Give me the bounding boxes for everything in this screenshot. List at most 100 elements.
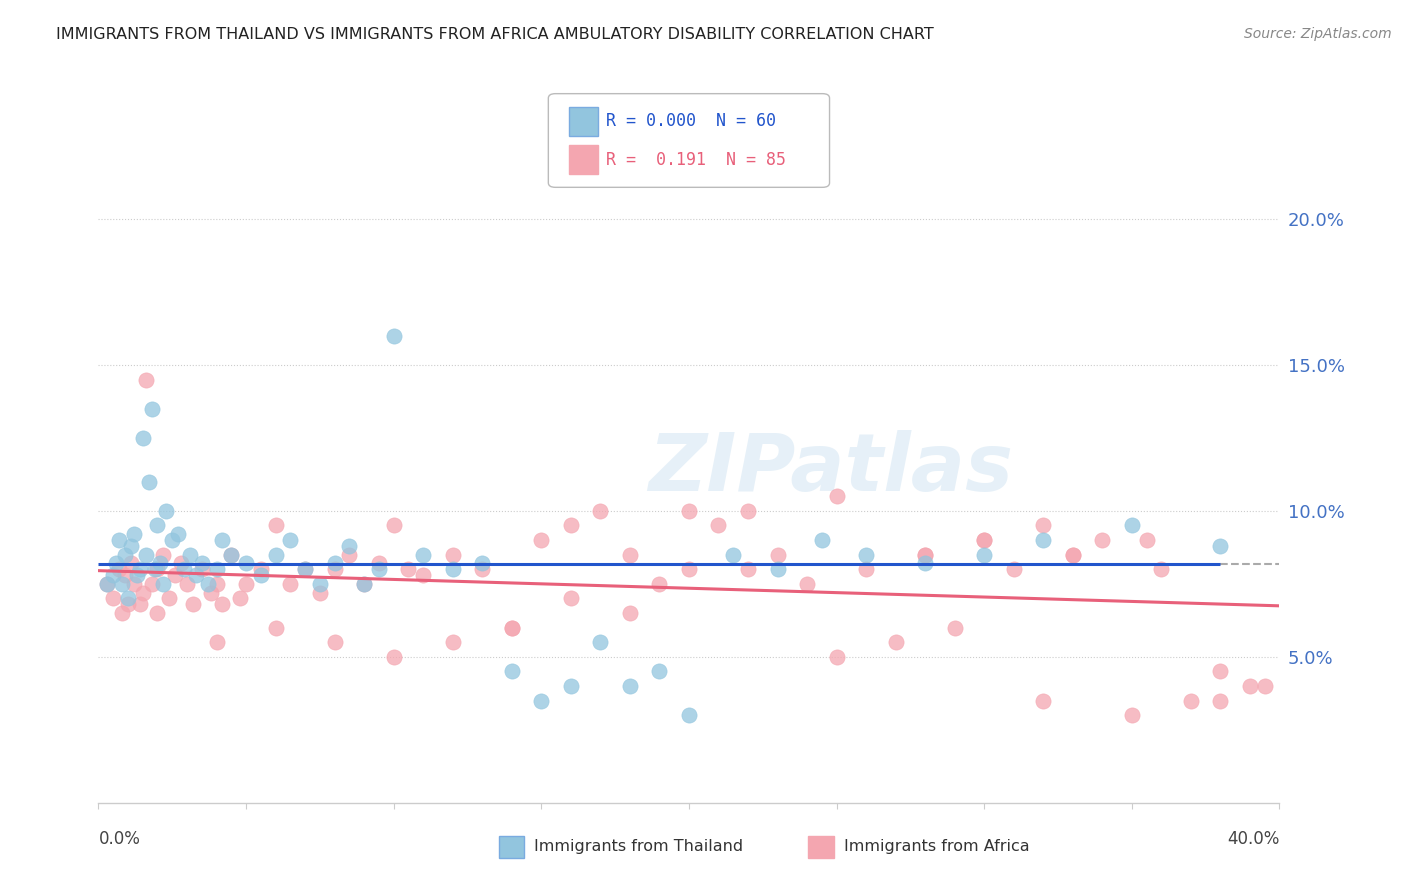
Point [1135, 533, 1157, 547]
Point [96, 577, 118, 591]
Point [766, 548, 789, 562]
Point [111, 606, 134, 620]
Point [141, 401, 163, 416]
Point [103, 591, 125, 606]
Point [138, 475, 160, 489]
Point [1032, 533, 1054, 547]
Point [1032, 518, 1054, 533]
Point [766, 562, 789, 576]
Point [353, 577, 375, 591]
Point [396, 562, 419, 576]
Point [412, 548, 434, 562]
Point [973, 548, 995, 562]
Point [250, 568, 273, 582]
Point [309, 577, 332, 591]
Point [441, 548, 464, 562]
Point [707, 518, 730, 533]
Point [264, 548, 287, 562]
Point [132, 431, 155, 445]
Point [141, 577, 163, 591]
Point [1121, 518, 1143, 533]
Point [884, 635, 907, 649]
Point [973, 533, 995, 547]
Point [179, 548, 201, 562]
Point [264, 518, 287, 533]
Text: ZIPatlas: ZIPatlas [648, 430, 1014, 508]
Point [855, 562, 877, 576]
Text: Immigrants from Africa: Immigrants from Africa [844, 839, 1029, 855]
Point [441, 562, 464, 576]
Point [1254, 679, 1277, 693]
Point [1239, 679, 1261, 693]
Point [205, 635, 228, 649]
Point [250, 562, 273, 576]
Point [114, 568, 136, 582]
Point [619, 548, 641, 562]
Point [146, 518, 169, 533]
Point [235, 557, 257, 571]
Point [530, 533, 553, 547]
Point [560, 679, 582, 693]
Point [796, 577, 818, 591]
Point [170, 557, 193, 571]
Point [167, 527, 190, 541]
Point [135, 372, 157, 386]
Point [914, 548, 936, 562]
Point [1002, 562, 1025, 576]
Point [1209, 693, 1232, 707]
Text: Immigrants from Thailand: Immigrants from Thailand [534, 839, 744, 855]
Point [135, 548, 157, 562]
Point [111, 577, 134, 591]
Point [323, 557, 346, 571]
Point [173, 562, 195, 576]
Point [648, 577, 671, 591]
Point [197, 577, 219, 591]
Point [1121, 708, 1143, 723]
Point [560, 518, 582, 533]
Point [143, 562, 166, 576]
Point [117, 591, 139, 606]
Point [560, 591, 582, 606]
Point [117, 597, 139, 611]
Point [229, 591, 252, 606]
Point [589, 635, 612, 649]
Point [1091, 533, 1114, 547]
Point [678, 708, 700, 723]
Point [723, 548, 745, 562]
Point [152, 577, 174, 591]
Point [530, 693, 553, 707]
Text: 40.0%: 40.0% [1227, 830, 1279, 847]
Point [619, 679, 641, 693]
Point [221, 548, 243, 562]
Point [501, 665, 523, 679]
Point [120, 557, 142, 571]
Text: IMMIGRANTS FROM THAILAND VS IMMIGRANTS FROM AFRICA AMBULATORY DISABILITY CORRELA: IMMIGRANTS FROM THAILAND VS IMMIGRANTS F… [56, 27, 934, 42]
Point [1209, 539, 1232, 553]
Text: 0.0%: 0.0% [98, 830, 141, 847]
Point [125, 568, 148, 582]
Point [1032, 693, 1054, 707]
Point [278, 577, 302, 591]
Point [412, 568, 434, 582]
Text: R = 0.000  N = 60: R = 0.000 N = 60 [606, 112, 776, 130]
Point [810, 533, 832, 547]
Point [264, 621, 287, 635]
Point [1062, 548, 1084, 562]
Point [368, 562, 391, 576]
Text: Source: ZipAtlas.com: Source: ZipAtlas.com [1244, 27, 1392, 41]
Point [200, 585, 222, 599]
Point [471, 562, 494, 576]
Point [1209, 665, 1232, 679]
Point [323, 562, 346, 576]
Point [146, 562, 169, 576]
Point [323, 635, 346, 649]
Point [825, 489, 848, 503]
Point [211, 533, 233, 547]
Point [155, 504, 177, 518]
Point [589, 504, 612, 518]
Point [619, 606, 641, 620]
Point [176, 577, 198, 591]
Point [149, 557, 172, 571]
Point [205, 577, 228, 591]
Point [211, 597, 233, 611]
